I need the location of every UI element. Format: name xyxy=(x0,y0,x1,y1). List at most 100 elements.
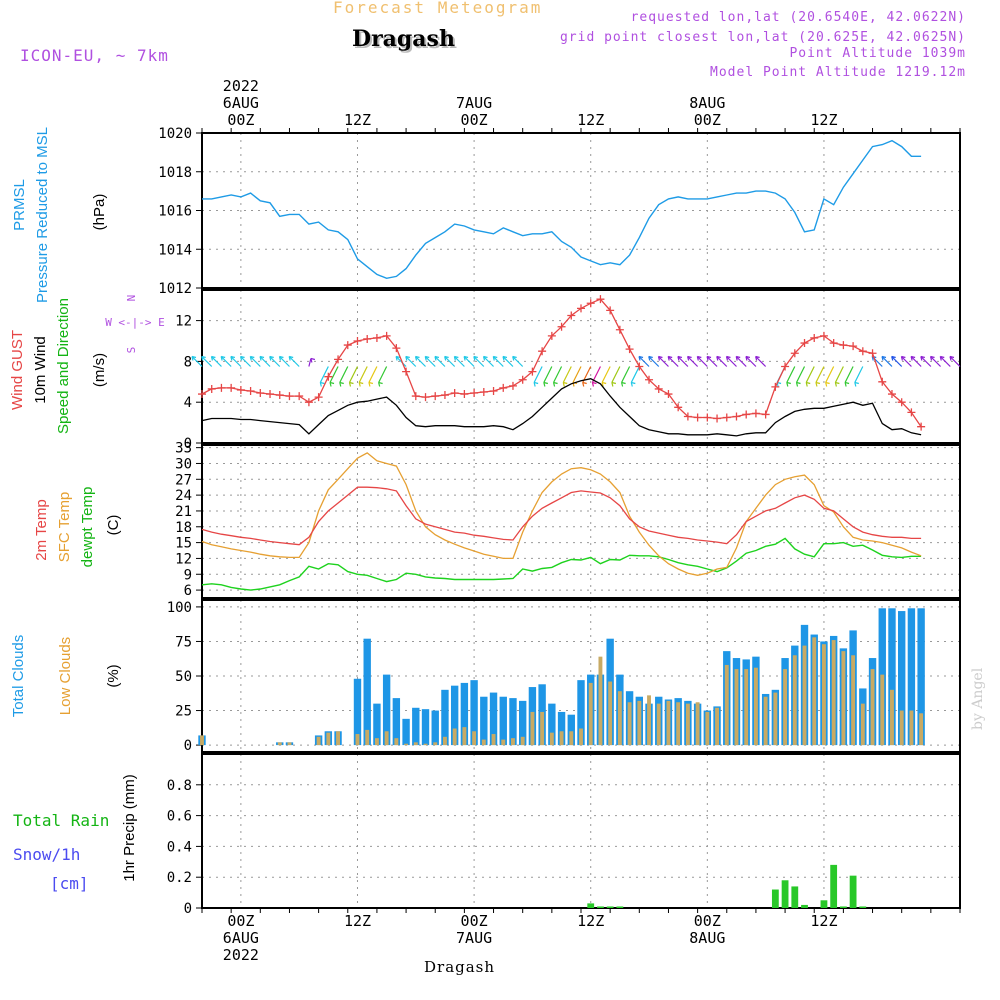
wind-arrow-head xyxy=(601,382,604,387)
wind-arrow-shaft xyxy=(512,356,524,367)
wind-arrow-head xyxy=(786,381,791,385)
wind-arrow-shaft xyxy=(939,356,951,367)
wind-arrow-head xyxy=(395,355,401,359)
label-total-rain: Total Rain xyxy=(13,811,109,830)
wind-arrow-shaft xyxy=(319,366,329,383)
wind-arrow xyxy=(677,355,689,367)
rain-bar xyxy=(820,900,828,908)
gust-marker xyxy=(703,413,712,422)
wind-arrow-head xyxy=(240,355,245,359)
low-cloud-bar xyxy=(452,728,457,746)
wind-arrow-shaft xyxy=(201,356,213,367)
compass-label: W <-|-> E xyxy=(105,316,165,329)
low-cloud-bar xyxy=(637,700,642,746)
wind-arrow-head xyxy=(463,355,469,359)
wind-arrow-head xyxy=(434,355,440,359)
wind-arrow-head xyxy=(706,356,709,361)
rain-bar xyxy=(791,886,799,908)
wind-arrow-head xyxy=(191,355,197,359)
time-label: 12Z xyxy=(784,913,864,930)
rain-bar xyxy=(606,906,614,908)
wind-arrow-shaft xyxy=(220,356,232,367)
gust-marker xyxy=(314,393,323,402)
wind-arrow-head xyxy=(424,356,427,361)
low-cloud-bar xyxy=(394,738,399,746)
wind-arrow xyxy=(288,355,300,367)
gust-marker xyxy=(295,392,304,401)
wind-arrow-head xyxy=(211,355,216,359)
wind-arrow-shaft xyxy=(434,356,446,367)
wind-arrow xyxy=(706,355,718,367)
rain-bar xyxy=(771,889,779,908)
y-tick-label: 100 xyxy=(167,600,192,616)
label-cm: [cm] xyxy=(50,874,89,893)
y-tick-label: 18 xyxy=(175,520,192,536)
wind-arrow-shaft xyxy=(279,356,290,367)
wind-arrow-head xyxy=(687,356,690,361)
wind-arrow-head xyxy=(453,356,456,361)
wind-arrow xyxy=(230,355,242,367)
y-tick-label: 8 xyxy=(184,354,192,370)
wind-arrow-head xyxy=(310,358,313,363)
low-cloud-bar xyxy=(705,711,710,746)
wind-arrow-head xyxy=(240,356,243,361)
wind-arrow xyxy=(191,355,203,367)
wind-arrow-head xyxy=(844,382,847,387)
wind-arrow-shaft xyxy=(949,356,961,367)
low-cloud-bar xyxy=(890,689,894,746)
wind-arrow-head xyxy=(210,356,214,361)
wind-arrow-shaft xyxy=(339,366,349,383)
label-celsius: (C) xyxy=(105,515,122,536)
wind-arrow-head xyxy=(638,355,644,359)
wind-arrow-head xyxy=(854,381,859,385)
gust-marker xyxy=(664,390,673,399)
gust-marker xyxy=(606,306,615,315)
low-cloud-bar xyxy=(365,729,370,746)
wind-arrow-head xyxy=(221,355,226,359)
wind-arrow-shaft xyxy=(348,366,359,383)
gust-marker xyxy=(878,377,887,386)
gust-marker xyxy=(674,403,683,412)
wind-arrow-head xyxy=(825,382,828,387)
prmsl-line xyxy=(202,139,922,280)
gust-marker xyxy=(654,384,663,393)
gust-marker xyxy=(839,341,848,350)
gust-marker xyxy=(450,389,459,398)
low-cloud-bar xyxy=(588,682,593,746)
gust-marker xyxy=(431,392,440,401)
low-cloud-bar xyxy=(919,713,924,746)
time-label-line: 12Z xyxy=(343,912,372,930)
low-cloud-bar xyxy=(608,681,613,746)
wind-arrow-head xyxy=(288,356,291,361)
wind-arrow-shaft xyxy=(415,356,426,367)
t2m-line xyxy=(201,486,922,546)
wind-arrow-head xyxy=(920,356,923,361)
gust-marker xyxy=(887,390,896,399)
gust-marker xyxy=(266,390,275,399)
wind-arrow-head xyxy=(796,381,801,385)
wind-arrow-head xyxy=(725,356,729,361)
wind-arrow-head xyxy=(368,381,374,385)
total-cloud-bar xyxy=(382,674,391,746)
gust-marker xyxy=(198,390,206,399)
time-label-line: 2022 xyxy=(222,77,259,95)
wind-arrow-head xyxy=(745,356,748,361)
wind-arrow-head xyxy=(493,355,498,359)
gust-marker xyxy=(732,412,741,421)
y-tick-label: 6 xyxy=(184,583,192,599)
wind-arrow-head xyxy=(706,355,712,359)
wind-arrow-head xyxy=(492,356,495,361)
wind-arrow-head xyxy=(677,356,680,361)
label-snow: Snow/1h xyxy=(13,845,80,864)
wind-arrow-head xyxy=(920,355,925,359)
wind-arrow-shaft xyxy=(786,366,796,383)
wind-arrow-head xyxy=(726,355,731,359)
wind-arrow-shaft xyxy=(667,356,679,367)
wind-arrow-shaft xyxy=(735,356,747,367)
wind-arrow-head xyxy=(191,356,194,361)
low-cloud-bar xyxy=(773,692,778,746)
wind-arrow-head xyxy=(405,355,410,359)
wind-arrow-shaft xyxy=(405,356,417,367)
wind-arrow-head xyxy=(359,381,364,385)
wind-arrow xyxy=(512,355,524,367)
